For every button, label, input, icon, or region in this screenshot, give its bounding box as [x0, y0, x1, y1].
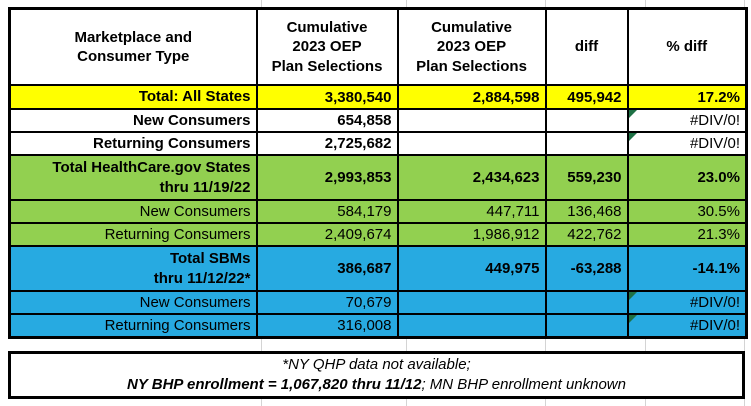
table-row: New Consumers 654,858 #DIV/0! — [8, 108, 748, 133]
diff-cell[interactable]: 559,230 — [544, 154, 629, 201]
table-row: Total SBMs thru 11/12/22* 386,687 449,975-… — [8, 245, 748, 292]
table-row: Returning Consumers 316,008 #DIV/0! — [8, 313, 748, 339]
value-cell-oep-2023-b[interactable] — [396, 131, 547, 156]
diff-cell[interactable] — [544, 290, 629, 315]
pct-diff-cell[interactable]: -14.1% — [626, 245, 748, 292]
value-cell-oep-2023-a[interactable]: 386,687 — [255, 245, 399, 292]
table-row: Returning Consumers 2,725,682 #DIV/0! — [8, 131, 748, 156]
row-label-cell[interactable]: Total: All States — [8, 84, 258, 110]
row-label-cell[interactable]: Total HealthCare.gov States thru 11/19/2… — [8, 154, 258, 201]
pct-diff-cell[interactable]: 30.5% — [626, 199, 748, 224]
diff-cell[interactable] — [544, 313, 629, 339]
pct-diff-cell[interactable]: #DIV/0! — [626, 290, 748, 315]
diff-cell[interactable]: 136,468 — [544, 199, 629, 224]
value-cell-oep-2023-a[interactable]: 70,679 — [255, 290, 399, 315]
footnote-line2-bold: NY BHP enrollment = 1,067,820 thru 11/12 — [127, 375, 422, 393]
table-row: Total HealthCare.gov States thru 11/19/2… — [8, 154, 748, 201]
value-cell-oep-2023-b[interactable]: 2,434,623 — [396, 154, 547, 201]
value-cell-oep-2023-a[interactable]: 2,725,682 — [255, 131, 399, 156]
footnote-line1: *NY QHP data not available; — [282, 356, 471, 373]
value-cell-oep-2023-b[interactable]: 1,986,912 — [396, 222, 547, 247]
table-body: Total: All States 3,380,540 2,884,598 495,9… — [8, 84, 748, 339]
value-cell-oep-2023-b[interactable]: 447,711 — [396, 199, 547, 224]
enrollment-table: Marketplace and Consumer Type Cumulative… — [8, 7, 748, 339]
value-cell-oep-2023-a[interactable]: 654,858 — [255, 108, 399, 133]
pct-diff-cell[interactable]: #DIV/0! — [626, 108, 748, 133]
diff-cell[interactable] — [544, 131, 629, 156]
value-cell-oep-2023-a[interactable]: 584,179 — [255, 199, 399, 224]
row-label-cell[interactable]: Total SBMs thru 11/12/22* — [8, 245, 258, 292]
footnote-cell[interactable]: *NY QHP data not available; NY BHP enrol… — [8, 351, 745, 399]
error-indicator-triangle-icon — [629, 315, 637, 323]
table-row: New Consumers 70,679 #DIV/0! — [8, 290, 748, 315]
error-indicator-triangle-icon — [629, 293, 637, 300]
value-cell-oep-2023-b[interactable] — [396, 108, 547, 133]
value-cell-oep-2023-b[interactable] — [396, 290, 547, 315]
value-cell-oep-2023-a[interactable]: 2,993,853 — [255, 154, 399, 201]
value-cell-oep-2023-b[interactable] — [396, 313, 547, 339]
table-header-row: Marketplace and Consumer Type Cumulative… — [8, 7, 748, 86]
row-label-cell[interactable]: Returning Consumers — [8, 222, 258, 247]
footnote-line2: NY BHP enrollment = 1,067,820 thru 11/12… — [11, 375, 742, 395]
row-label-cell[interactable]: New Consumers — [8, 290, 258, 315]
footnote-line2-regular: ; MN BHP enrollment unknown — [421, 375, 626, 393]
row-label-cell[interactable]: New Consumers — [8, 108, 258, 133]
pct-diff-cell[interactable]: #DIV/0! — [626, 131, 748, 156]
pct-diff-cell[interactable]: 23.0% — [626, 154, 748, 201]
value-cell-oep-2023-a[interactable]: 316,008 — [255, 313, 399, 339]
header-cumulative-2023-oep-plan-selections-1[interactable]: Cumulative 2023 OEP Plan Selections — [255, 7, 399, 86]
diff-cell[interactable]: 422,762 — [544, 222, 629, 247]
table-row: New Consumers 584,179 447,711 136,468 30.5% — [8, 199, 748, 224]
pct-diff-cell[interactable]: 21.3% — [626, 222, 748, 247]
diff-cell[interactable] — [544, 108, 629, 133]
row-label-cell[interactable]: New Consumers — [8, 199, 258, 224]
diff-cell[interactable]: 495,942 — [544, 84, 629, 110]
table-row: Returning Consumers 2,409,674 1,986,912 422… — [8, 222, 748, 247]
header-marketplace-consumer-type[interactable]: Marketplace and Consumer Type — [8, 7, 258, 86]
header-pct-diff[interactable]: % diff — [626, 7, 748, 86]
pct-diff-cell[interactable]: #DIV/0! — [626, 313, 748, 339]
value-cell-oep-2023-a[interactable]: 2,409,674 — [255, 222, 399, 247]
error-indicator-triangle-icon — [629, 111, 637, 118]
header-diff[interactable]: diff — [544, 7, 629, 86]
row-label-cell[interactable]: Returning Consumers — [8, 131, 258, 156]
error-indicator-triangle-icon — [629, 134, 637, 141]
table-row: Total: All States 3,380,540 2,884,598 495,9… — [8, 84, 748, 110]
diff-cell[interactable]: -63,288 — [544, 245, 629, 292]
row-label-cell[interactable]: Returning Consumers — [8, 313, 258, 339]
value-cell-oep-2023-b[interactable]: 449,975 — [396, 245, 547, 292]
header-cumulative-2023-oep-plan-selections-2[interactable]: Cumulative 2023 OEP Plan Selections — [396, 7, 547, 86]
value-cell-oep-2023-a[interactable]: 3,380,540 — [255, 84, 399, 110]
pct-diff-cell[interactable]: 17.2% — [626, 84, 748, 110]
value-cell-oep-2023-b[interactable]: 2,884,598 — [396, 84, 547, 110]
